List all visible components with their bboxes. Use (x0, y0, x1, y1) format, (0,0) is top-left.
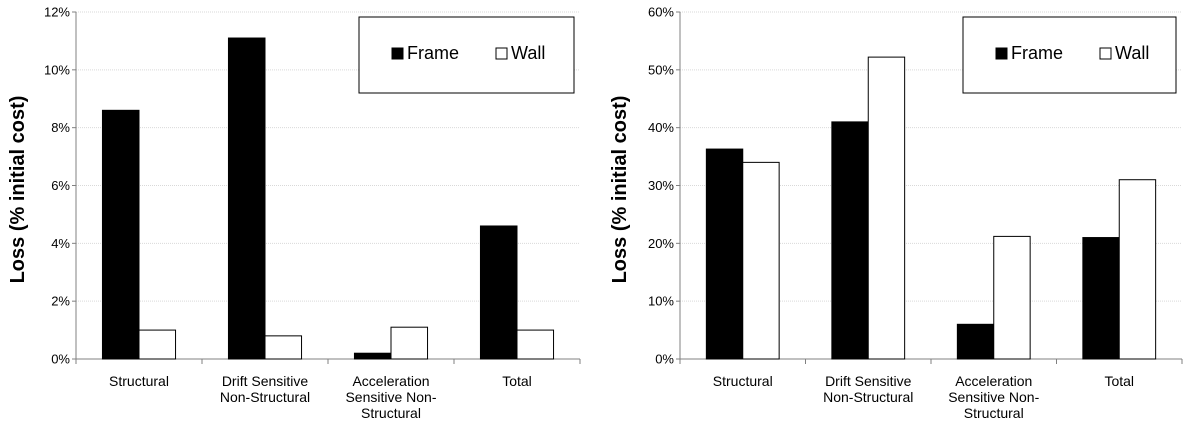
x-category-label-line: Drift Sensitive (222, 373, 309, 389)
y-axis-title: Loss (% initial cost) (7, 96, 29, 284)
y-tick-label: 8% (51, 120, 70, 135)
x-category-label: Drift Sensitive Non-Structural (220, 373, 310, 405)
y-tick-label: 0% (51, 352, 70, 367)
bar-frame (705, 148, 744, 360)
y-tick-label: 30% (648, 178, 674, 193)
bar-frame (1082, 237, 1120, 360)
x-category-label-line: Non-Structural (220, 389, 310, 405)
x-category-label-line: Sensitive Non- (948, 389, 1039, 405)
bar-wall (1118, 179, 1157, 360)
bar-wall (867, 56, 906, 360)
bar-wall (742, 161, 780, 360)
x-category-label-line: Structural (713, 373, 773, 389)
y-tick-label: 4% (51, 236, 70, 251)
bar-wall (264, 335, 303, 360)
x-category-label-line: Drift Sensitive (825, 373, 912, 389)
x-category-label: Acceleration Sensitive Non-Structural (948, 373, 1039, 421)
x-category-label: Structural (713, 373, 773, 389)
x-category-label-line: Total (1104, 373, 1134, 389)
left-chart: 0% 2% 4% 6% 8% 10% 12% Structural Drift Sensitiv… (7, 5, 581, 421)
y-tick-label: 60% (648, 5, 674, 20)
legend-label-frame: Frame (407, 43, 459, 63)
legend-swatch-frame (995, 47, 1008, 60)
x-category-label-line: Total (502, 373, 532, 389)
right-chart: 0% 10% 20% 30% 40% 50% 60% Structural Drift Sens… (609, 5, 1183, 421)
bar-frame (479, 225, 518, 360)
legend-label-frame: Frame (1011, 43, 1063, 63)
x-category-label-line: Acceleration (352, 373, 429, 389)
legend-label-wall: Wall (1115, 43, 1149, 63)
y-tick-label: 2% (51, 294, 70, 309)
y-tick-label: 6% (51, 178, 70, 193)
x-category-label-line: Non-Structural (823, 389, 913, 405)
y-tick-label: 50% (648, 62, 674, 77)
bar-frame (831, 121, 869, 360)
x-category-label-line: Structural (361, 405, 421, 421)
bar-frame (227, 37, 266, 360)
y-tick-label: 10% (648, 294, 674, 309)
bar-wall (516, 329, 555, 360)
bar-frame (101, 109, 140, 360)
bar-frame (956, 323, 995, 360)
x-category-label: Structural (109, 373, 169, 389)
legend-swatch-wall (495, 47, 508, 60)
bar-wall (138, 329, 177, 360)
y-tick-label: 40% (648, 120, 674, 135)
x-category-label: Total (1104, 373, 1134, 389)
legend-swatch-frame (391, 47, 404, 60)
x-category-label: Total (502, 373, 532, 389)
y-tick-label: 20% (648, 236, 674, 251)
y-tick-label: 0% (655, 352, 674, 367)
bar-wall (390, 326, 429, 360)
x-category-label-line: Sensitive Non- (345, 389, 436, 405)
x-category-label: Acceleration Sensitive Non-Structural (345, 373, 436, 421)
x-category-label-line: Structural (964, 405, 1024, 421)
y-axis-title: Loss (% initial cost) (609, 96, 631, 284)
x-category-label: Drift Sensitive Non-Structural (823, 373, 913, 405)
y-tick-label: 12% (44, 5, 70, 20)
bar-wall (993, 235, 1031, 360)
x-category-label-line: Structural (109, 373, 169, 389)
legend-label-wall: Wall (511, 43, 545, 63)
bar-frame (353, 352, 392, 360)
x-category-label-line: Acceleration (955, 373, 1032, 389)
legend-swatch-wall (1099, 47, 1112, 60)
y-tick-label: 10% (44, 62, 70, 77)
